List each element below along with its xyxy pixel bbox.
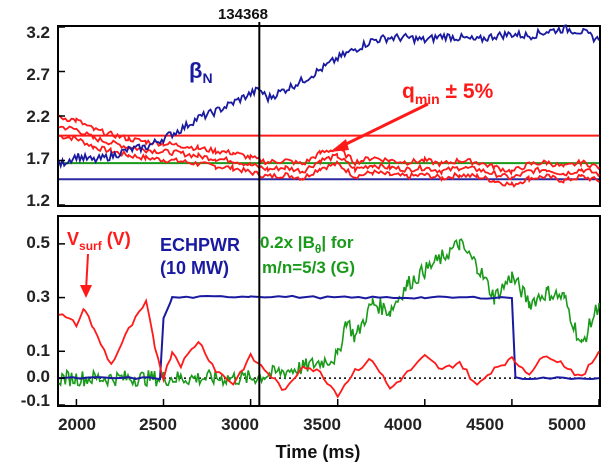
echpwr-label: ECHPWR: [160, 235, 240, 255]
x-axis-label: Time (ms): [276, 442, 361, 462]
top-y-tick-label: 2.7: [26, 65, 50, 84]
qmin-line: [58, 125, 600, 181]
bottom-panel-plot: [58, 238, 600, 406]
vsurf-arrow: [80, 253, 92, 298]
vsurf-subscript: surf: [79, 239, 103, 253]
x-tick-label: 2500: [139, 415, 177, 434]
x-tick-label: 3500: [303, 415, 341, 434]
bottom-y-tick-label: 0.0: [26, 367, 50, 386]
vsurf-unit: (V): [102, 229, 131, 249]
beta-subscript: N: [202, 70, 212, 86]
qmin-pm: ± 5%: [440, 80, 494, 103]
beta-symbol: β: [189, 58, 202, 83]
x-tick-label: 4500: [466, 415, 504, 434]
btheta-prefix: 0.2x |: [260, 233, 303, 252]
qmin-q: q: [402, 80, 415, 103]
bottom-y-tick-label: -0.1: [21, 391, 50, 410]
qmin-label: qmin ± 5%: [402, 80, 494, 107]
btheta-suffix: | for: [321, 233, 354, 252]
top-y-tick-label: 1.2: [26, 191, 50, 210]
btheta-subscript: θ: [315, 242, 322, 256]
bottom-y-tick-label: 0.5: [26, 233, 50, 252]
x-axis: 2000 2500 3000 3500 4000 4500 5000: [58, 415, 586, 434]
btheta-line: [58, 238, 600, 389]
x-tick-label: 5000: [548, 415, 586, 434]
shot-number-label: 134368: [218, 6, 268, 23]
echpwr-line: [58, 294, 600, 381]
vsurf-line: [58, 297, 600, 399]
qmin-bound-line: [58, 114, 600, 176]
vsurf-label: Vsurf (V): [67, 229, 131, 253]
qmin-bound-line: [58, 134, 600, 188]
btheta-symbol: B: [303, 233, 315, 252]
vsurf-v: V: [67, 229, 79, 249]
top-y-axis: 3.2 2.7 2.2 1.7 1.2: [26, 23, 50, 210]
bottom-y-axis: 0.5 0.3 0.1 0.0 -0.1: [21, 233, 50, 410]
top-panel-plot: [58, 24, 600, 206]
beta-n-line: [58, 24, 600, 170]
bottom-panel-frame: [57, 215, 601, 407]
top-y-tick-label: 1.7: [26, 149, 50, 168]
bottom-y-tick-label: 0.1: [26, 341, 50, 360]
btheta-mode-label: m/n=5/3 (G): [262, 258, 355, 277]
x-tick-label: 3000: [221, 415, 259, 434]
qmin-arrow: [330, 102, 429, 152]
bottom-y-tick-label: 0.3: [26, 287, 50, 306]
x-tick-label: 4000: [384, 415, 422, 434]
top-panel-frame: [57, 25, 601, 207]
btheta-label: 0.2x |Bθ| for: [260, 233, 354, 256]
beta-n-label: βN: [189, 58, 213, 86]
x-tick-label: 2000: [58, 415, 96, 434]
top-y-tick-label: 2.2: [26, 107, 50, 126]
top-y-tick-label: 3.2: [26, 23, 50, 42]
echpwr-unit-label: (10 MW): [160, 258, 229, 278]
qmin-subscript: min: [415, 91, 440, 107]
